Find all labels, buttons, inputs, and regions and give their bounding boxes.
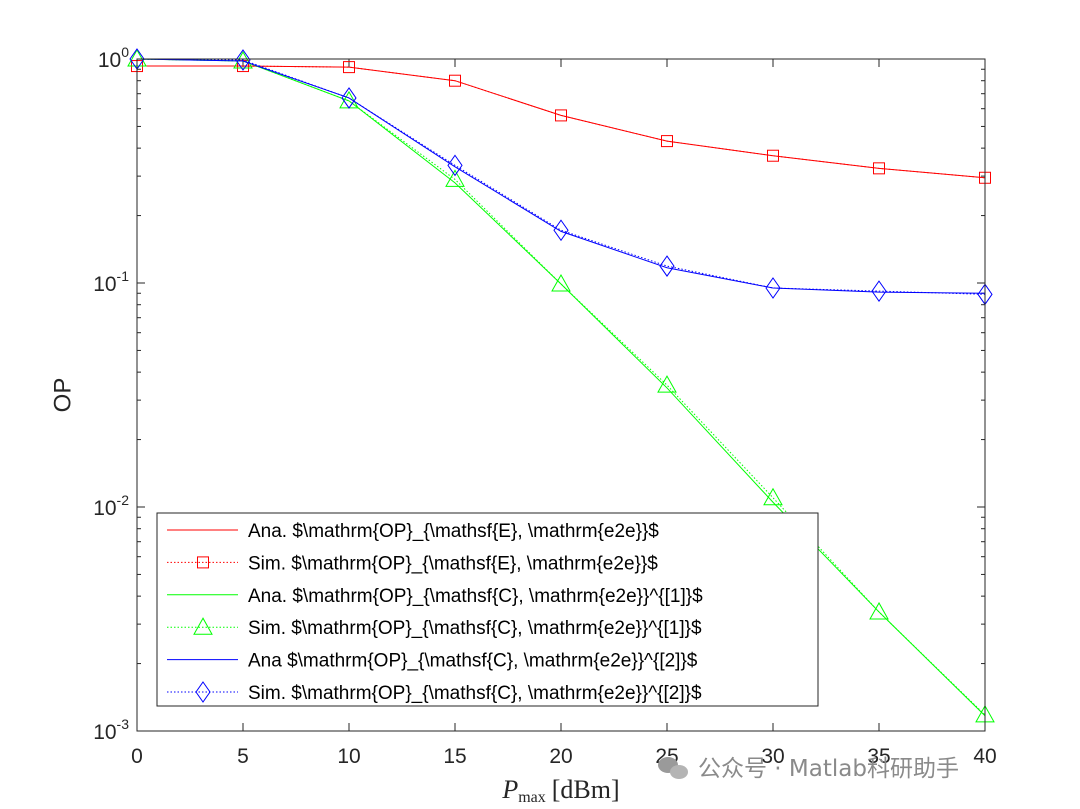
data-point-square — [449, 74, 461, 87]
y-tick-label-exp: -2 — [117, 492, 130, 508]
x-tick-label: 15 — [443, 745, 466, 768]
legend-item: Sim. $\mathrm{OP}_{\mathsf{C}, \mathrm{e… — [167, 617, 702, 639]
y-tick-label: 10-2 — [93, 492, 129, 520]
x-axis-label-unit: [dBm] — [552, 775, 620, 804]
y-tick-label-base: 10 — [98, 49, 121, 72]
data-point-triangle — [869, 601, 889, 620]
data-point-square — [767, 149, 779, 162]
x-tick-label: 0 — [131, 745, 143, 768]
x-tick-label: 30 — [761, 745, 784, 768]
y-axis-label: OP — [49, 378, 76, 413]
y-tick-label: 10-1 — [93, 268, 129, 296]
y-tick-label-exp: -3 — [117, 716, 130, 732]
y-tick-label-exp: -1 — [117, 268, 130, 284]
x-axis-label: Pmax [dBm] — [501, 775, 619, 806]
data-point-triangle — [763, 487, 783, 506]
legend-marker-triangle — [193, 617, 213, 635]
wechat-icon — [658, 757, 688, 779]
x-tick-label: 35 — [867, 745, 890, 768]
data-point-square — [555, 109, 567, 122]
legend-item: Ana. $\mathrm{OP}_{\mathsf{C}, \mathrm{e… — [167, 586, 703, 607]
y-tick-label-exp: 0 — [121, 44, 129, 60]
legend-marker-square — [197, 556, 209, 569]
series-line — [136, 58, 986, 295]
data-point-diamond — [447, 154, 463, 177]
legend-item: Sim. $\mathrm{OP}_{\mathsf{E}, \mathrm{e… — [167, 553, 658, 574]
x-tick-label: 40 — [973, 745, 996, 768]
legend-label: Ana $\mathrm{OP}_{\mathsf{C}, \mathrm{e2… — [248, 651, 698, 672]
series-layer — [127, 48, 995, 723]
series-5 — [129, 48, 993, 306]
data-point-diamond — [659, 255, 675, 277]
watermark: 公众号 · Matlab科研助手 — [658, 756, 959, 782]
data-point-square — [661, 135, 673, 148]
x-axis-label-main: P — [501, 775, 518, 804]
legend-label: Ana. $\mathrm{OP}_{\mathsf{C}, \mathrm{e… — [248, 586, 703, 607]
y-tick-label-base: 10 — [93, 273, 116, 296]
y-tick-label: 100 — [98, 44, 129, 72]
watermark-text: 公众号 · Matlab科研助手 — [698, 756, 959, 782]
series-line — [136, 58, 986, 294]
legend-label: Sim. $\mathrm{OP}_{\mathsf{C}, \mathrm{e… — [248, 683, 702, 704]
y-tick-label-base: 10 — [93, 497, 116, 520]
data-point-square — [873, 162, 885, 175]
series-line — [137, 65, 986, 179]
axes-box — [136, 58, 986, 732]
data-point-diamond — [765, 277, 781, 299]
legend-label: Sim. $\mathrm{OP}_{\mathsf{E}, \mathrm{e… — [248, 553, 658, 574]
data-point-triangle — [657, 375, 677, 393]
x-tick-label: 10 — [337, 745, 360, 768]
legend-box — [156, 512, 819, 707]
x-tick-label: 5 — [237, 745, 249, 768]
legend: Ana. $\mathrm{OP}_{\mathsf{E}, \mathrm{e… — [156, 512, 819, 707]
data-point-diamond — [871, 280, 887, 302]
data-point-triangle — [445, 169, 465, 187]
y-tick-label-base: 10 — [93, 721, 116, 744]
legend-item: Ana. $\mathrm{OP}_{\mathsf{E}, \mathrm{e… — [167, 521, 659, 542]
legend-item: Ana $\mathrm{OP}_{\mathsf{C}, \mathrm{e2… — [167, 651, 698, 672]
y-tick-label: 10-3 — [93, 716, 129, 744]
x-axis-label-sub: max — [518, 789, 546, 806]
data-point-square — [343, 61, 355, 74]
x-tick-label: 20 — [549, 745, 572, 768]
series-line — [136, 58, 986, 716]
data-point-diamond — [553, 219, 569, 242]
series-4 — [136, 58, 986, 294]
legend-label: Sim. $\mathrm{OP}_{\mathsf{C}, \mathrm{e… — [248, 618, 702, 639]
legend-label: Ana. $\mathrm{OP}_{\mathsf{E}, \mathrm{e… — [248, 521, 659, 542]
data-point-triangle — [551, 273, 571, 292]
data-point-diamond — [341, 87, 357, 109]
data-point-diamond — [235, 49, 251, 71]
legend-item: Sim. $\mathrm{OP}_{\mathsf{C}, \mathrm{e… — [167, 681, 702, 704]
legend-items: Ana. $\mathrm{OP}_{\mathsf{E}, \mathrm{e… — [167, 521, 703, 704]
legend-marker-diamond — [195, 681, 211, 703]
